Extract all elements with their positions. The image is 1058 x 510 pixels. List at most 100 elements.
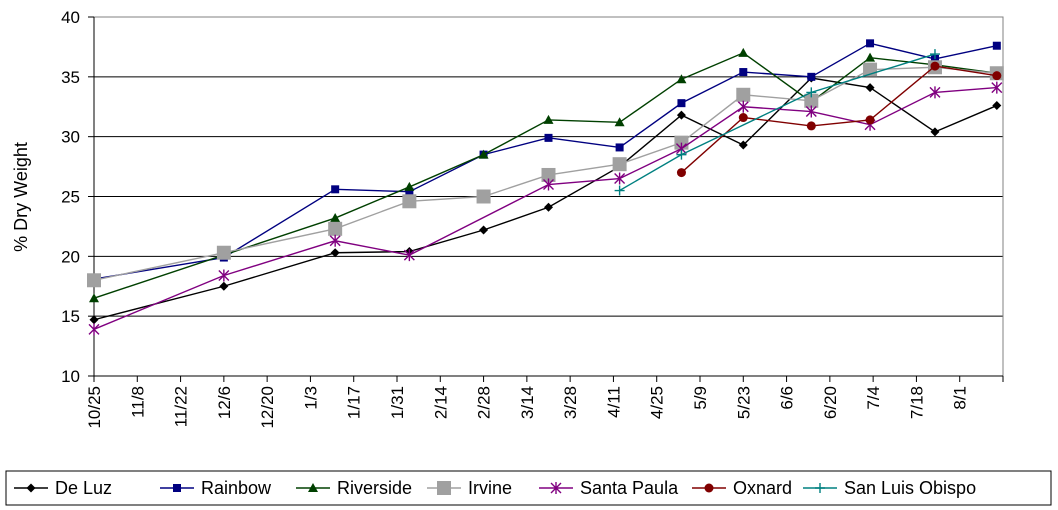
x-tick-label: 10/25 — [85, 386, 104, 429]
data-point — [930, 127, 940, 137]
data-point — [736, 87, 751, 102]
series-line — [680, 65, 997, 174]
data-point — [930, 61, 940, 71]
legend-label: Santa Paula — [580, 478, 679, 498]
x-tick-label: 2/14 — [431, 386, 450, 419]
data-point — [865, 52, 876, 62]
legend-entry: Santa Paula — [539, 478, 679, 498]
series-oxnard — [676, 61, 1002, 178]
legend-marker — [308, 483, 318, 492]
series-line — [619, 53, 936, 192]
y-tick-label: 25 — [61, 188, 80, 207]
data-point — [331, 185, 340, 194]
x-tick-label: 1/3 — [301, 386, 320, 410]
x-tick-label: 1/17 — [345, 386, 364, 419]
legend-entry: Rainbow — [160, 478, 272, 498]
data-point — [929, 86, 941, 99]
data-point — [402, 194, 417, 209]
data-point — [216, 245, 231, 260]
x-tick-label: 11/8 — [128, 386, 147, 418]
data-point — [218, 269, 230, 282]
legend-label: Riverside — [337, 478, 412, 498]
legend-marker — [26, 483, 36, 493]
series-san-luis-obispo — [614, 49, 940, 196]
data-point — [614, 185, 625, 196]
data-point — [805, 105, 817, 118]
data-point — [612, 157, 627, 172]
data-point — [476, 189, 491, 204]
legend-marker — [437, 481, 451, 495]
legend-label: Irvine — [468, 478, 512, 498]
data-point — [479, 225, 489, 235]
data-point — [807, 72, 816, 81]
data-point — [89, 315, 99, 325]
data-point — [865, 115, 875, 125]
x-tick-label: 6/20 — [821, 386, 840, 419]
data-point — [541, 167, 556, 182]
series-de-luz — [89, 73, 1002, 325]
series-line — [93, 52, 997, 299]
data-point — [219, 281, 229, 291]
x-tick-label: 3/14 — [518, 386, 537, 419]
legend-marker — [704, 483, 714, 493]
data-point — [478, 149, 489, 159]
data-point — [615, 143, 624, 152]
legend-entry: De Luz — [14, 478, 112, 498]
data-point — [87, 273, 101, 288]
legend-entry: Oxnard — [692, 478, 792, 498]
series-line — [93, 77, 998, 321]
data-point — [544, 133, 553, 142]
data-point — [738, 113, 748, 123]
data-point — [676, 110, 686, 120]
x-tick-label: 12/6 — [215, 386, 234, 419]
y-tick-label: 30 — [61, 128, 80, 147]
y-tick-label: 10 — [61, 367, 80, 386]
data-point — [329, 234, 341, 247]
series-line — [93, 86, 997, 330]
data-point — [804, 93, 819, 108]
series-irvine — [87, 60, 1004, 288]
x-tick-label: 2/28 — [475, 386, 494, 419]
x-tick-label: 11/22 — [172, 386, 191, 427]
x-tick-label: 3/28 — [561, 386, 580, 419]
legend-label: San Luis Obispo — [844, 478, 976, 498]
legend-marker — [173, 484, 181, 492]
data-point — [405, 187, 414, 196]
data-point — [88, 323, 100, 336]
data-point — [737, 100, 749, 113]
data-point — [614, 172, 626, 185]
x-tick-label: 1/31 — [388, 386, 407, 419]
x-tick-label: 5/9 — [691, 386, 710, 410]
data-point — [543, 178, 554, 191]
data-point — [89, 293, 99, 303]
legend-label: De Luz — [55, 478, 112, 498]
data-point — [865, 83, 875, 93]
grid-lines — [94, 76, 1003, 317]
data-point — [330, 213, 341, 223]
data-point — [806, 87, 817, 98]
data-point — [866, 39, 875, 48]
data-point — [543, 114, 554, 124]
data-point — [929, 49, 940, 60]
data-point — [677, 99, 686, 108]
data-point — [330, 248, 340, 258]
y-axis-ticks: 10 15 20 25 30 35 40 — [61, 8, 1003, 386]
y-axis-label: % Dry Weight — [11, 142, 31, 252]
legend-label: Oxnard — [733, 478, 792, 498]
data-point — [991, 81, 1003, 94]
series-layer — [87, 39, 1004, 336]
x-tick-label: 12/20 — [258, 386, 277, 429]
data-point — [739, 68, 748, 77]
data-point — [328, 221, 343, 236]
data-point — [544, 202, 553, 212]
y-tick-label: 35 — [61, 68, 80, 87]
x-tick-label: 7/4 — [864, 386, 883, 410]
series-line — [93, 42, 997, 280]
legend-label: Rainbow — [201, 478, 272, 498]
data-point — [614, 117, 625, 127]
y-tick-label: 20 — [61, 247, 80, 266]
data-point — [992, 71, 1002, 81]
x-tick-label: 5/23 — [734, 386, 753, 419]
legend-entry: Irvine — [427, 478, 512, 498]
